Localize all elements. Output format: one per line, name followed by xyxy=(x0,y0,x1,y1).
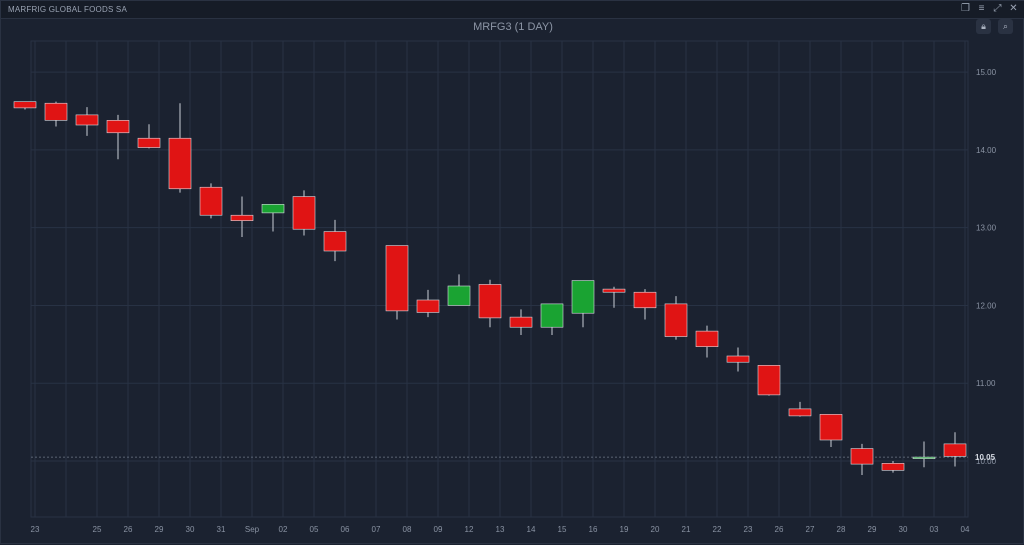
settings-icon[interactable]: ≡ xyxy=(978,3,985,14)
x-tick-label: 27 xyxy=(806,525,815,534)
x-tick-label: 08 xyxy=(403,525,412,534)
expand-icon[interactable]: ⤢ xyxy=(993,3,1002,14)
candle-down xyxy=(633,291,657,309)
candle-down xyxy=(137,137,161,148)
x-tick-label: 02 xyxy=(279,525,288,534)
candle-down xyxy=(726,355,750,363)
x-tick-label: 29 xyxy=(868,525,877,534)
x-tick-label: 30 xyxy=(899,525,908,534)
x-tick-label: 29 xyxy=(155,525,164,534)
window-controls: ❐ ≡ ⤢ ✕ xyxy=(960,3,1019,14)
candle-down xyxy=(385,245,409,312)
x-tick-label: 16 xyxy=(589,525,598,534)
chart-title: MRFG3 (1 DAY) xyxy=(473,21,553,33)
x-axis: 23 25 26 29 30 31 Sep 02 05 06 07 08 09 12 13 14 15 16 19 2… xyxy=(31,525,970,534)
x-tick-label: 05 xyxy=(310,525,319,534)
candle-down xyxy=(323,231,347,252)
candle-down xyxy=(664,303,688,337)
y-tick-label: 14.00 xyxy=(976,146,997,155)
close-icon[interactable]: ✕ xyxy=(1009,3,1018,14)
x-tick-label: 09 xyxy=(434,525,443,534)
candle-down xyxy=(602,288,626,293)
candle-down xyxy=(13,101,37,109)
x-tick-label: 06 xyxy=(341,525,350,534)
candle-down xyxy=(106,120,130,134)
candle-down xyxy=(509,316,533,328)
candle-up xyxy=(571,280,595,314)
x-tick-label: 26 xyxy=(775,525,784,534)
x-tick-label: 21 xyxy=(682,525,691,534)
candle-down xyxy=(881,463,905,471)
y-tick-label: 11.00 xyxy=(976,379,996,388)
zoom-icon[interactable]: ⌕ xyxy=(998,19,1013,34)
candle-up xyxy=(447,285,471,306)
x-tick-label: 26 xyxy=(124,525,133,534)
x-tick-label: 15 xyxy=(558,525,567,534)
y-tick-label: 15.00 xyxy=(976,68,997,77)
x-tick-label: 23 xyxy=(31,525,40,534)
maximize-icon[interactable]: ❐ xyxy=(961,3,970,14)
candle-down xyxy=(168,137,192,190)
candle-down xyxy=(416,299,440,313)
candle-down xyxy=(75,114,99,126)
x-tick-label: 28 xyxy=(837,525,846,534)
x-tick-label: 04 xyxy=(961,525,970,534)
candle-down xyxy=(943,443,967,457)
candles xyxy=(13,101,967,475)
candle-down xyxy=(478,284,502,319)
x-tick-label: 31 xyxy=(217,525,226,534)
y-tick-label: 10.00 xyxy=(976,457,997,466)
x-tick-label: 20 xyxy=(651,525,660,534)
candle-up xyxy=(261,204,285,214)
candle-down xyxy=(695,330,719,347)
candle-down xyxy=(292,196,316,230)
grid-lines xyxy=(30,40,969,518)
x-tick-label: 22 xyxy=(713,525,722,534)
candle-down xyxy=(819,414,843,441)
candle-down xyxy=(850,448,874,465)
x-tick-label: 25 xyxy=(93,525,102,534)
x-tick-label: 14 xyxy=(527,525,536,534)
title-bar: MARFRIG GLOBAL FOODS SA ❐ ≡ ⤢ ✕ xyxy=(1,1,1024,19)
x-tick-label: 23 xyxy=(744,525,753,534)
candle-down xyxy=(788,408,812,417)
candle-down xyxy=(230,214,254,221)
y-tick-label: 12.00 xyxy=(976,301,997,310)
candle-down xyxy=(757,365,781,396)
candle-down xyxy=(199,186,223,216)
x-tick-label: 19 xyxy=(620,525,629,534)
y-axis: 10.00 11.00 12.00 13.00 14.00 15.00 10.05 xyxy=(975,68,997,466)
x-tick-label: 03 xyxy=(930,525,939,534)
last-price-label: 10.05 xyxy=(975,453,996,462)
x-tick-label: 07 xyxy=(372,525,381,534)
x-tick-label: 30 xyxy=(186,525,195,534)
x-tick-label: 12 xyxy=(465,525,474,534)
app-title: MARFRIG GLOBAL FOODS SA xyxy=(8,5,127,14)
candle-up xyxy=(540,303,564,328)
x-tick-label: Sep xyxy=(245,525,260,534)
x-tick-label: 13 xyxy=(496,525,505,534)
candle-down xyxy=(44,102,68,121)
y-tick-label: 13.00 xyxy=(976,224,997,233)
candle-up xyxy=(912,456,936,459)
lock-icon[interactable]: 🔒︎ xyxy=(976,19,991,34)
